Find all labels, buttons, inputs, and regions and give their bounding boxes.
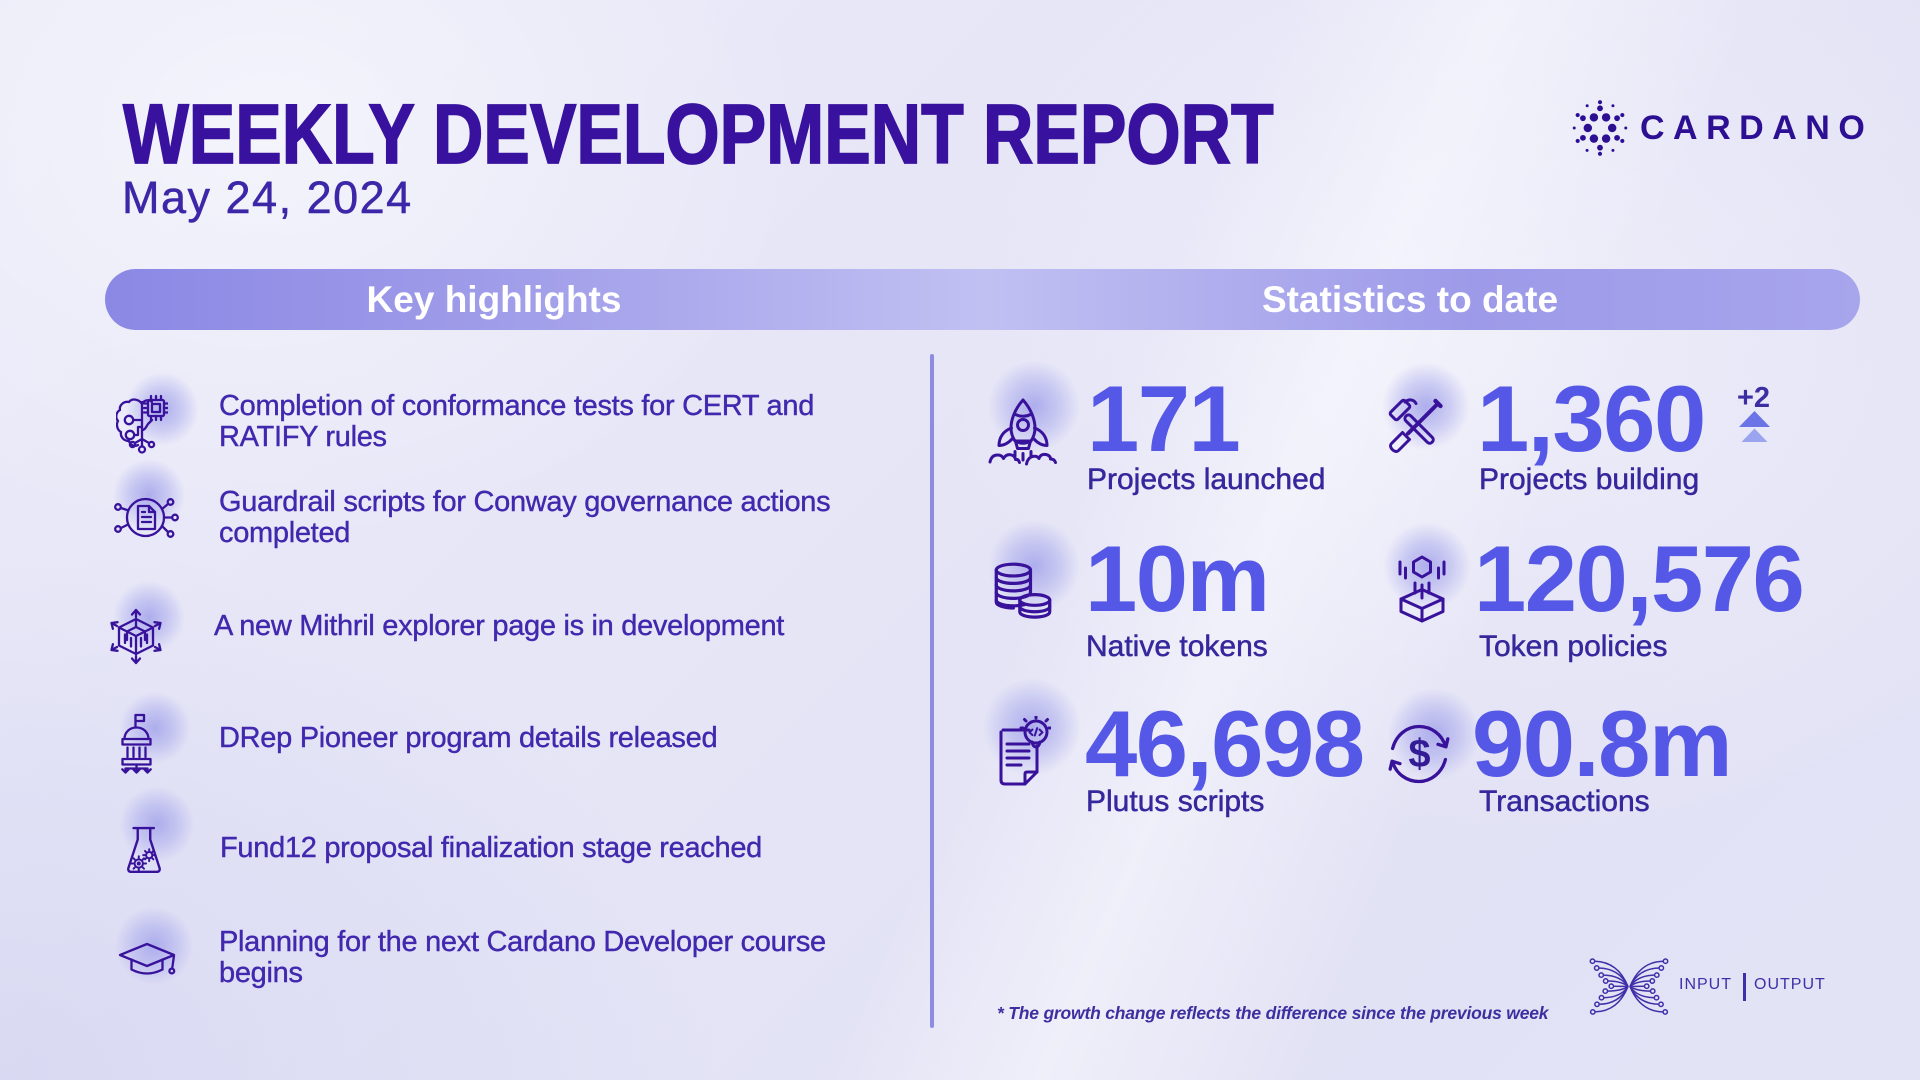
svg-text:$: $	[1409, 732, 1431, 776]
